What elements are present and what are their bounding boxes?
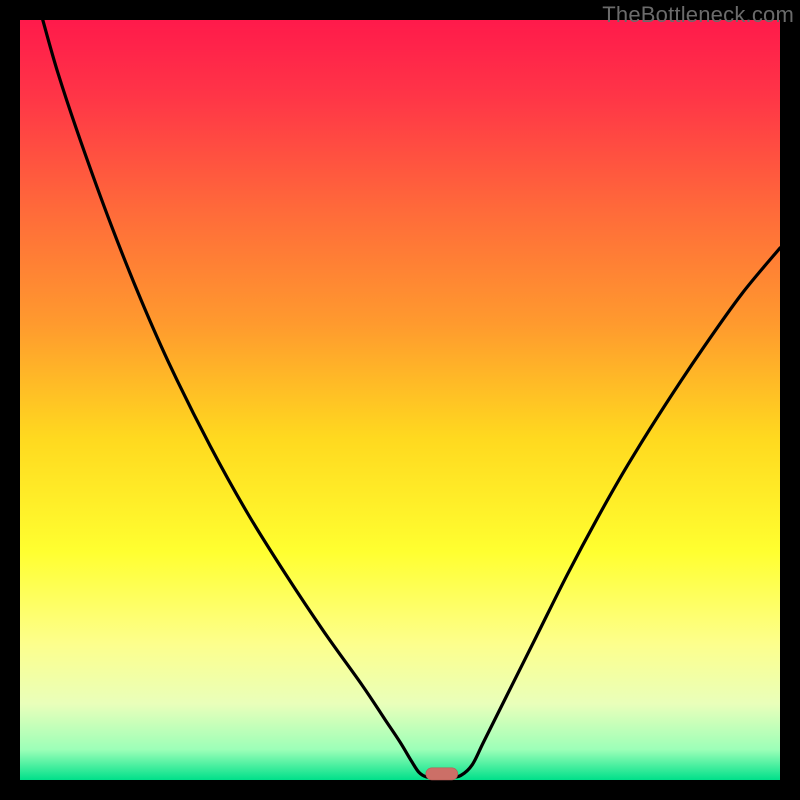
watermark-text: TheBottleneck.com bbox=[602, 2, 794, 28]
chart-background bbox=[20, 20, 780, 780]
optimal-marker bbox=[426, 768, 458, 780]
chart-container: TheBottleneck.com bbox=[0, 0, 800, 800]
bottleneck-chart bbox=[0, 0, 800, 800]
